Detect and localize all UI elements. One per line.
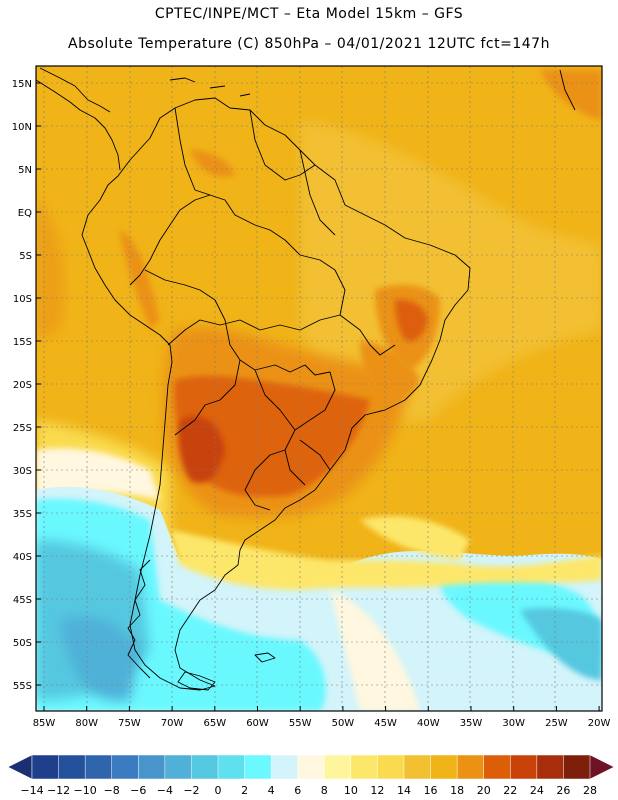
colorbar-swatch [244, 754, 272, 780]
colorbar-label: 20 [477, 784, 491, 797]
colorbar-label: 12 [370, 784, 384, 797]
colorbar-swatch [563, 754, 591, 780]
lon-label: 80W [75, 718, 98, 729]
colorbar [7, 754, 615, 780]
colorbar-label: 4 [268, 784, 275, 797]
colorbar-label: 0 [215, 784, 222, 797]
colorbar-low-arrow [7, 754, 33, 780]
colorbar-swatch [31, 754, 60, 780]
colorbar-swatch [483, 754, 511, 780]
colorbar-swatch [217, 754, 246, 780]
colorbar-label: −8 [104, 784, 120, 797]
lat-label: 35S [13, 509, 32, 520]
colorbar-swatch [324, 754, 352, 780]
lat-label: 15N [12, 79, 32, 90]
lat-label: 40S [13, 552, 32, 563]
title-line-1: CPTEC/INPE/MCT – Eta Model 15km – GFS [154, 6, 464, 22]
lon-label: 50W [332, 718, 355, 729]
lon-label: 25W [545, 718, 568, 729]
colorbar-swatch [58, 754, 86, 780]
colorbar-swatch [350, 754, 378, 780]
colorbar-label: 16 [424, 784, 438, 797]
lat-label: 5N [18, 165, 32, 176]
colorbar-label: 24 [530, 784, 544, 797]
colorbar-label: −14 [20, 784, 43, 797]
colorbar-label: −12 [47, 784, 70, 797]
colorbar-label: −2 [183, 784, 199, 797]
lat-label: 45S [13, 595, 32, 606]
temperature-field [36, 66, 602, 711]
colorbar-label: 28 [583, 784, 597, 797]
colorbar-swatch [536, 754, 564, 780]
lon-label: 75W [118, 718, 141, 729]
colorbar-swatch [377, 754, 405, 780]
latitude-labels: 15N 10N 5N EQ 5S 10S 15S 20S 25S 30S 35S 40S 45S 50S 5… [12, 79, 41, 692]
lat-label: 10S [13, 294, 32, 305]
colorbar-label: 22 [503, 784, 517, 797]
lat-label: 15S [13, 337, 32, 348]
colorbar-label: −10 [74, 784, 97, 797]
colorbar-swatch [430, 754, 458, 780]
colorbar-label: 26 [556, 784, 570, 797]
colorbar-label: 8 [321, 784, 328, 797]
colorbar-swatch [111, 754, 139, 780]
lon-label: 40W [417, 718, 440, 729]
lon-label: 20W [588, 718, 611, 729]
colorbar-swatch [510, 754, 538, 780]
central-america-coastline [36, 67, 121, 171]
colorbar-label: 18 [450, 784, 464, 797]
lon-label: 55W [289, 718, 312, 729]
colorbar-labels: −14 −12 −10 −8 −6 −4 −2 0 2 4 6 8 10 12 14 16 18 20 22 24 26… [20, 784, 597, 797]
lat-label: EQ [18, 208, 32, 219]
colorbar-swatch [84, 754, 113, 780]
colorbar-swatch [138, 754, 166, 780]
colorbar-swatch [270, 754, 299, 780]
lon-label: 45W [374, 718, 397, 729]
colorbar-swatch [456, 754, 485, 780]
coastline-borders [36, 67, 576, 691]
longitude-labels: 85W 80W 75W 70W 65W 60W 55W 50W 45W 40W 35W 30W 25W 2… [33, 706, 611, 729]
lon-label: 30W [502, 718, 525, 729]
colorbar-label: 14 [397, 784, 411, 797]
graticule [36, 66, 602, 711]
colorbar-label: 10 [344, 784, 358, 797]
lat-label: 10N [12, 122, 32, 133]
lon-label: 60W [246, 718, 269, 729]
colorbar-high-arrow [589, 754, 615, 780]
colorbar-swatch [403, 754, 432, 780]
country-borders [129, 107, 396, 511]
lat-label: 30S [13, 466, 32, 477]
map-frame [35, 65, 603, 712]
lat-label: 5S [19, 251, 32, 262]
colorbar-label: 6 [294, 784, 301, 797]
colorbar-label: −4 [157, 784, 173, 797]
lat-label: 50S [13, 638, 32, 649]
lat-label: 55S [13, 681, 32, 692]
colorbar-label: −6 [130, 784, 146, 797]
south-america-coastline [81, 97, 471, 691]
lon-label: 70W [161, 718, 184, 729]
colorbar-swatch [191, 754, 219, 780]
lon-label: 65W [203, 718, 226, 729]
lon-label: 85W [33, 718, 56, 729]
lat-label: 20S [13, 380, 32, 391]
colorbar-swatch [297, 754, 325, 780]
lon-label: 35W [460, 718, 483, 729]
colorbar-swatch [164, 754, 192, 780]
title-line-2: Absolute Temperature (C) 850hPa – 04/01/… [68, 36, 550, 52]
colorbar-label: 2 [241, 784, 248, 797]
lat-label: 25S [13, 423, 32, 434]
